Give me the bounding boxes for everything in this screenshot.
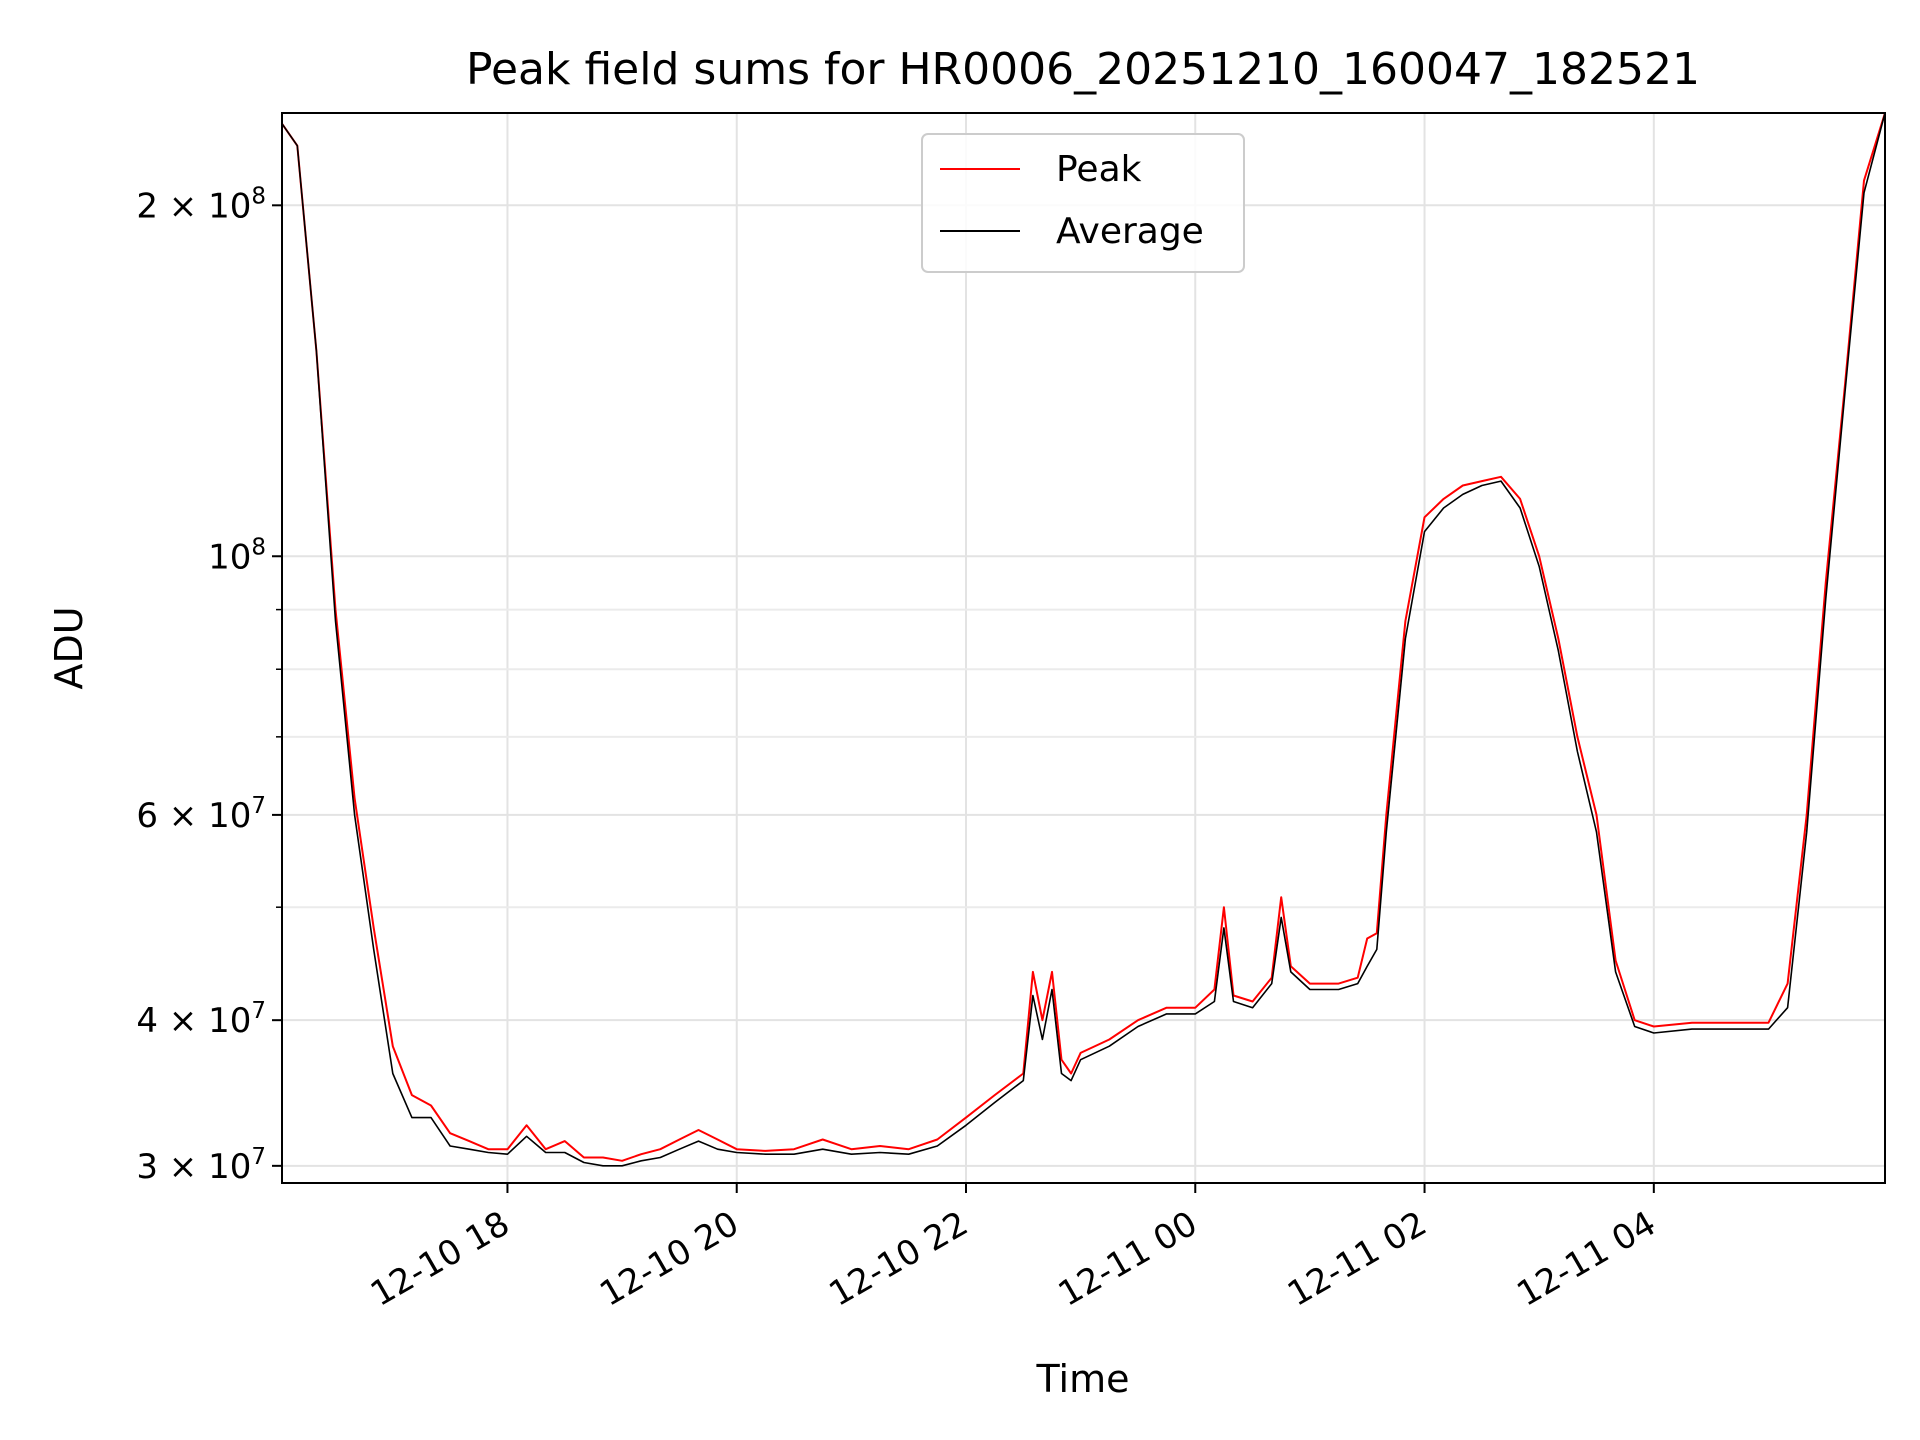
legend-label-average: Average <box>1056 211 1204 252</box>
series-line-average <box>282 113 1885 1167</box>
y-tick-label: 3 × 107 <box>136 1144 266 1187</box>
y-tick-exponent: 8 <box>251 534 266 560</box>
y-tick-base: 6 × 10 <box>136 796 251 836</box>
y-axis-label: ADU <box>47 606 91 689</box>
axes-frame <box>281 112 1886 1184</box>
y-tick-label: 4 × 107 <box>136 998 266 1041</box>
y-tick-exponent: 7 <box>251 793 266 819</box>
y-tick-exponent: 7 <box>251 1144 266 1170</box>
y-tick-exponent: 8 <box>251 183 266 209</box>
y-tick-base: 4 × 10 <box>136 1001 251 1041</box>
y-tick-label: 2 × 108 <box>136 183 266 226</box>
y-tick-exponent: 7 <box>251 998 266 1024</box>
series-line-peak <box>282 113 1885 1162</box>
chart-title: Peak field sums for HR0006_20251210_1600… <box>466 44 1700 95</box>
y-tick-base: 2 × 10 <box>136 186 251 226</box>
legend-label-peak: Peak <box>1056 149 1142 190</box>
y-tick-base: 10 <box>208 537 251 577</box>
y-tick-label: 6 × 107 <box>136 793 266 836</box>
y-tick-base: 3 × 10 <box>136 1147 251 1187</box>
y-tick-label: 108 <box>208 534 266 577</box>
x-axis-label: Time <box>1036 1357 1130 1401</box>
series-lines <box>282 113 1885 1167</box>
legend: Peak Average <box>921 133 1245 273</box>
